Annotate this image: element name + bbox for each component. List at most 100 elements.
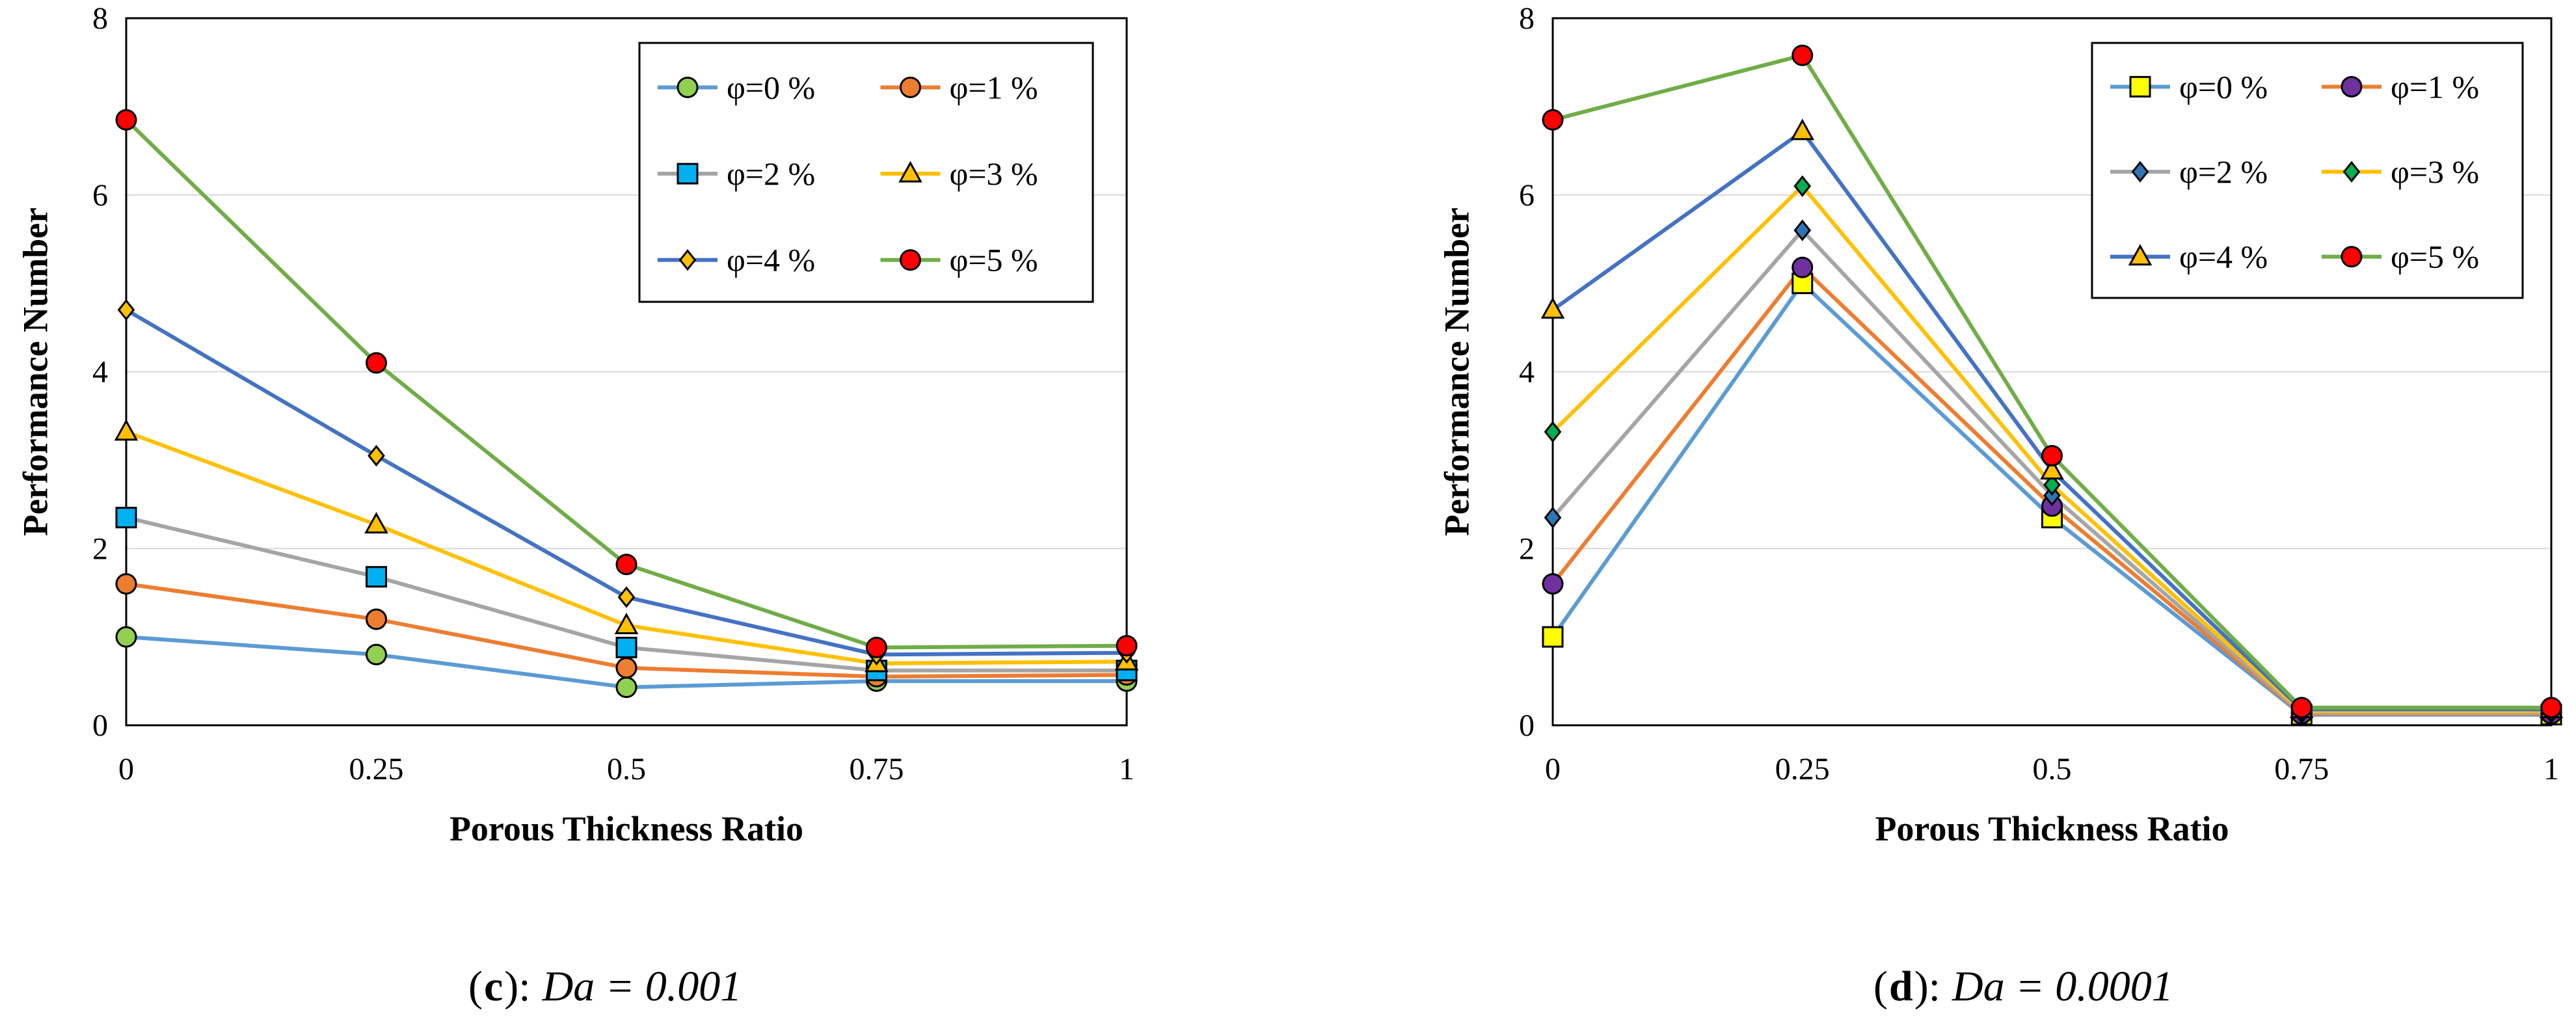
data-point [2043,474,2061,496]
x-tick-label: 1 [2543,752,2559,786]
data-point [866,636,887,658]
legend-label: φ=1 % [950,69,1038,105]
data-point [115,109,137,131]
legend-marker [898,161,922,183]
chart-panel-c: 0 2 4 6 8 0 0.25 0.5 0.75 1 Performance Number P… [16,1,1139,1010]
legend-label: φ=3 % [950,155,1038,192]
y-tick-label: 0 [92,708,108,743]
legend: φ=0 % φ=1 % φ=2 % φ=3 % φ=4 % φ=5 % [2091,42,2524,299]
data-point [1116,635,1138,657]
data-point [366,352,387,374]
legend-marker [2341,75,2363,98]
data-point [2041,445,2063,467]
y-tick-label: 6 [1519,178,1535,213]
legend-item: φ=0 % [2110,68,2268,105]
x-tick-label: 0 [118,752,134,786]
caption-label: c [484,963,503,1010]
x-tick-label: 0.25 [349,752,404,786]
legend-marker [900,249,921,271]
legend-item: φ=2 % [2110,154,2268,190]
data-point [1791,44,1814,66]
y-tick-labels: 0 2 4 6 8 [1519,1,1535,743]
data-point [615,676,637,699]
plot-frame [1551,17,2553,727]
legend-item: φ=1 % [880,69,1038,105]
caption: ( d ): Da = 0.0001 [1873,963,2173,1010]
legend-label: φ=5 % [2391,239,2479,275]
y-axis-label: Performance Number [16,208,55,536]
legend-marker [2131,161,2149,183]
caption: ( c ): Da = 0.001 [468,963,742,1010]
data-point [615,657,637,679]
legend-marker [2341,246,2363,268]
series-layer [1540,44,2564,726]
legend-item: φ=5 % [880,242,1038,278]
caption-equation: Da = 0.0001 [1952,963,2173,1010]
legend-label: φ=1 % [2391,68,2479,105]
data-point [366,643,387,665]
y-axis-label: Performance Number [1437,208,1476,536]
data-point [1544,421,1562,443]
x-tick-label: 0.25 [1775,752,1830,786]
series-layer [114,109,1139,699]
data-point [115,626,137,648]
legend-marker [677,76,699,98]
x-tick-label: 0.5 [2033,752,2072,786]
caption-label: d [1889,963,1913,1010]
caption-equation: Da = 0.001 [542,963,742,1010]
y-tick-label: 4 [1519,355,1535,390]
legend-marker [2129,75,2151,98]
data-point [2040,458,2064,480]
y-tick-label: 4 [92,355,108,390]
y-tick-label: 6 [92,178,108,213]
legend: φ=0 % φ=1 % φ=2 % φ=3 % φ=4 % φ=5 % [638,42,1094,303]
data-point [617,586,636,608]
legend-item: φ=1 % [2322,68,2479,105]
x-tick-label: 0.75 [850,752,904,786]
plot-frame [125,17,1128,727]
caption-open-paren: ( [1873,963,1888,1010]
legend-marker [677,163,699,185]
y-tick-label: 2 [92,531,108,566]
y-tick-label: 0 [1519,708,1535,743]
data-point [615,636,637,658]
data-point [1790,118,1815,141]
data-point [1793,219,1812,241]
legend-label: φ=4 % [2179,239,2268,275]
legend-label: φ=4 % [727,242,815,278]
legend-item: φ=2 % [658,155,815,192]
legend-label: φ=2 % [2179,154,2268,190]
x-axis-label: Porous Thickness Ratio [1875,809,2229,848]
x-tick-label: 0 [1545,752,1561,786]
legend-label: φ=3 % [2391,154,2479,190]
data-point [366,608,387,630]
data-point [1791,256,1814,278]
data-point [2540,697,2562,719]
legend-item: φ=0 % [658,69,815,105]
legend-label: φ=5 % [950,242,1038,278]
data-point [114,419,139,441]
legend-marker [900,76,921,98]
data-point [1544,507,1562,529]
data-point [1542,573,1564,595]
legend-marker [2128,244,2153,266]
y-tick-label: 2 [1519,531,1535,566]
legend-item: φ=3 % [880,155,1038,192]
data-point [2290,697,2313,719]
legend-label: φ=0 % [2179,68,2268,105]
x-tick-labels: 0 0.25 0.5 0.75 1 [118,752,1134,786]
legend-marker [2342,161,2361,183]
legend-marker [678,249,697,271]
data-point [1542,626,1564,648]
x-tick-labels: 0 0.25 0.5 0.75 1 [1545,752,2559,786]
legend-item: φ=4 % [658,242,815,278]
y-tick-labels: 0 2 4 6 8 [92,1,108,743]
data-point [117,299,135,321]
legend-item: φ=5 % [2322,239,2479,275]
data-point [615,554,637,576]
x-axis-label: Porous Thickness Ratio [449,809,803,848]
data-point [368,444,385,467]
data-point [115,507,137,529]
legend-item: φ=4 % [2110,239,2268,275]
